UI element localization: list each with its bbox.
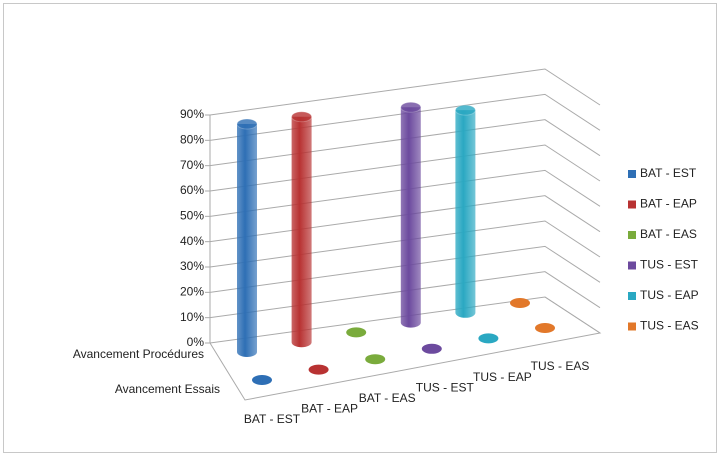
grid-line <box>209 119 601 167</box>
disk <box>346 327 367 338</box>
disk <box>365 354 386 365</box>
legend-label: BAT - EAP <box>640 197 697 211</box>
grid-line <box>209 93 601 141</box>
legend-swatch <box>628 200 636 209</box>
grid-line <box>209 195 601 243</box>
legend-swatch <box>628 261 636 270</box>
x-tick-label: BAT - EAS <box>359 391 416 405</box>
disk <box>252 375 272 385</box>
x-tick-label: BAT - EAP <box>301 402 358 416</box>
legend-label: TUS - EAS <box>640 319 699 333</box>
x-tick-label: TUS - EAP <box>473 370 532 384</box>
cylinder-top <box>236 118 258 130</box>
cylinder <box>400 107 421 328</box>
y-tick-label: 10% <box>180 310 204 324</box>
y-tick-label: 60% <box>180 183 204 197</box>
legend-label: TUS - EST <box>640 258 699 272</box>
cylinder <box>455 110 476 318</box>
y-tick-label: 0% <box>187 335 205 349</box>
grid-line <box>209 144 601 192</box>
cylinder <box>291 116 312 348</box>
cylinder-top <box>454 104 476 116</box>
legend-swatch <box>628 170 636 178</box>
y-tick-label: 80% <box>180 133 204 147</box>
grid-line <box>209 296 601 344</box>
cylinder-top <box>291 111 313 123</box>
grid-line <box>209 245 601 293</box>
disk <box>308 364 329 375</box>
grid-line <box>209 68 601 116</box>
disk <box>510 298 530 308</box>
legend-label: BAT - EST <box>640 166 697 180</box>
y-tick-label: 70% <box>180 158 204 172</box>
depth-label: Avancement Procédures <box>73 347 204 361</box>
disk <box>535 323 555 333</box>
grid-line <box>209 169 601 217</box>
grid-line <box>209 271 601 319</box>
legend-label: TUS - EAP <box>640 288 699 302</box>
x-tick-label: TUS - EST <box>416 380 475 394</box>
y-tick-label: 20% <box>180 285 204 299</box>
cylinder-top <box>400 101 422 113</box>
x-tick-label: TUS - EAS <box>531 359 590 373</box>
legend-swatch <box>628 231 636 239</box>
legend-swatch <box>628 292 636 300</box>
cylinder <box>237 124 257 357</box>
legend-swatch <box>628 322 636 331</box>
y-tick-label: 50% <box>180 209 204 223</box>
legend-label: BAT - EAS <box>640 227 697 241</box>
disk <box>478 333 499 344</box>
y-tick-label: 30% <box>180 259 204 273</box>
x-tick-label: BAT - EST <box>244 412 301 426</box>
disk <box>421 343 442 354</box>
y-tick-label: 40% <box>180 234 204 248</box>
grid-line <box>209 220 601 268</box>
y-tick-label: 90% <box>180 107 204 121</box>
chart-frame <box>3 3 717 453</box>
depth-label: Avancement Essais <box>115 382 220 396</box>
